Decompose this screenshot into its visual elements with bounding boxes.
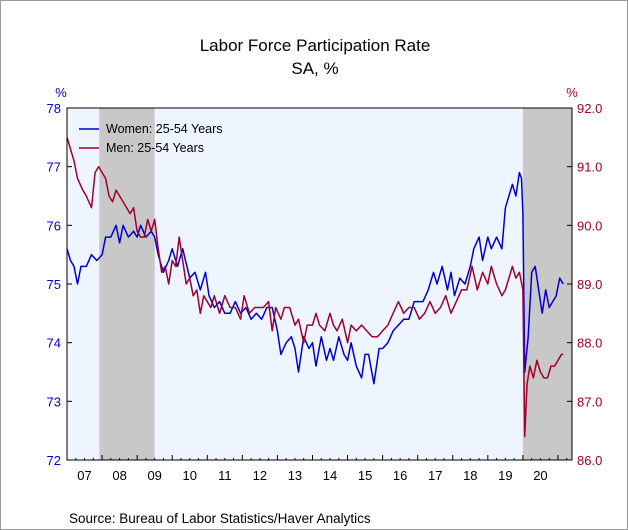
x-tick-label: 15	[358, 468, 372, 483]
recession-band-1	[522, 108, 572, 460]
legend-label-men: Men: 25-54 Years	[106, 141, 204, 155]
series-lines	[66, 137, 564, 438]
source-note: Source: Bureau of Labor Statistics/Haver…	[69, 511, 371, 526]
series-line-men	[66, 137, 564, 438]
left-tick-label: 73	[47, 394, 61, 409]
x-tick-label: 18	[463, 468, 477, 483]
x-tick-label: 08	[112, 468, 126, 483]
right-tick-label: 92.0	[577, 101, 602, 116]
right-tick-label: 89.0	[577, 277, 602, 292]
x-tick-label: 19	[498, 468, 512, 483]
left-tick-label: 72	[47, 453, 61, 468]
recession-band-0	[99, 108, 155, 460]
left-tick-label: 77	[47, 160, 61, 175]
chart-title: Labor Force Participation Rate	[200, 36, 431, 55]
x-tick-label: 11	[218, 468, 232, 483]
x-tick-label: 12	[253, 468, 267, 483]
left-axis-unit: %	[55, 85, 67, 100]
right-tick-label: 90.0	[577, 218, 602, 233]
axis-ticks: 72 73 74 75 76 77 78 86.0 87.0 88.0 89.0 90.0 91.0 92…	[47, 101, 603, 483]
left-tick-label: 74	[47, 336, 61, 351]
x-tick-label: 10	[183, 468, 197, 483]
series-line-women	[66, 171, 564, 385]
left-tick-label: 78	[47, 101, 61, 116]
x-tick-label: 16	[393, 468, 407, 483]
x-tick-label: 17	[428, 468, 442, 483]
right-tick-label: 86.0	[577, 453, 602, 468]
recession-shading	[99, 108, 572, 460]
right-tick-label: 87.0	[577, 394, 602, 409]
left-tick-label: 75	[47, 277, 61, 292]
right-tick-label: 91.0	[577, 160, 602, 175]
legend-label-women: Women: 25-54 Years	[106, 122, 223, 136]
x-tick-label: 07	[77, 468, 91, 483]
x-tick-label: 13	[288, 468, 302, 483]
right-axis-unit: %	[566, 85, 578, 100]
legend: Women: 25-54 Years Men: 25-54 Years	[79, 122, 223, 155]
right-tick-label: 88.0	[577, 336, 602, 351]
chart-subtitle: SA, %	[291, 59, 338, 78]
left-tick-label: 76	[47, 218, 61, 233]
x-tick-label: 09	[147, 468, 161, 483]
x-tick-label: 14	[323, 468, 337, 483]
plot-border	[66, 107, 573, 461]
x-tick-label: 20	[533, 468, 547, 483]
